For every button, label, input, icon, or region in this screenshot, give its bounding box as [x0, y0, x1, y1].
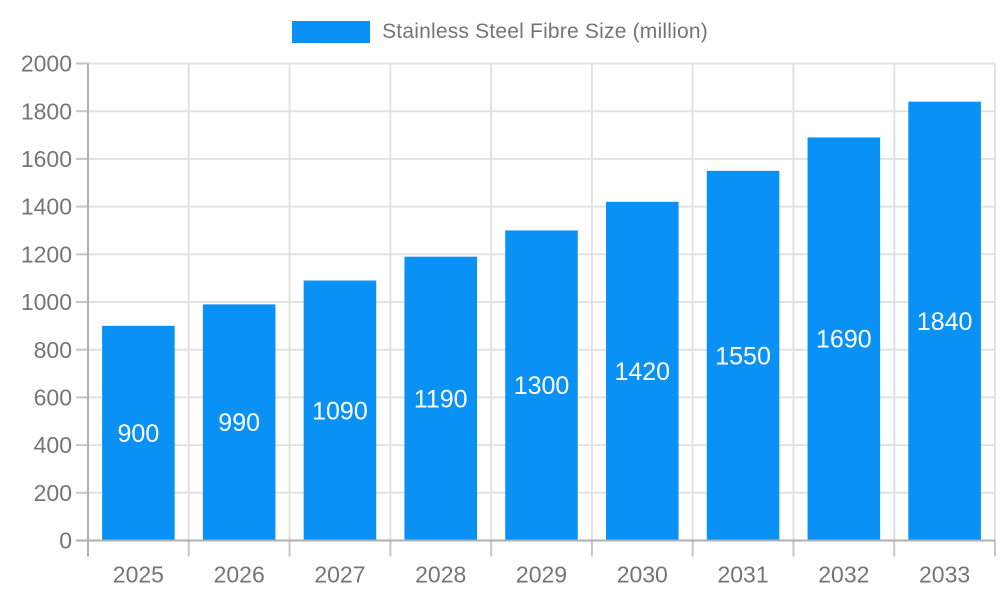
- bar: [605, 201, 679, 541]
- bar: [505, 230, 578, 541]
- y-axis-tick-label: 1600: [21, 146, 72, 172]
- legend-item[interactable]: Stainless Steel Fibre Size (million): [292, 20, 708, 44]
- x-axis-tick-label: 2032: [818, 562, 869, 588]
- y-axis-tick-label: 1800: [21, 98, 72, 124]
- bar-value-label: 1420: [614, 358, 670, 386]
- bar: [706, 170, 780, 541]
- bar-value-label: 900: [118, 420, 160, 448]
- bar: [102, 325, 175, 541]
- bar-value-label: 1300: [514, 372, 570, 400]
- bar-value-label: 1090: [312, 397, 368, 425]
- x-axis-tick-label: 2025: [113, 562, 164, 588]
- bar-value-label: 1690: [816, 326, 872, 354]
- y-axis-tick-label: 1200: [21, 241, 72, 267]
- bar: [202, 304, 276, 541]
- bar-value-label: 1190: [414, 385, 468, 413]
- bar: [303, 280, 377, 541]
- x-axis-tick-label: 2030: [617, 562, 668, 588]
- y-axis-tick-label: 200: [34, 480, 72, 506]
- bar: [807, 137, 881, 541]
- x-axis-tick-label: 2033: [919, 562, 970, 588]
- x-axis-tick-label: 2029: [516, 562, 567, 588]
- y-axis-tick-label: 800: [34, 337, 72, 363]
- bar: [404, 256, 478, 541]
- x-axis-tick-label: 2027: [314, 562, 365, 588]
- y-axis-tick-label: 400: [34, 432, 72, 458]
- bar-value-label: 990: [218, 409, 260, 437]
- x-axis-tick-label: 2031: [717, 562, 768, 588]
- legend-label: Stainless Steel Fibre Size (million): [382, 20, 708, 43]
- legend-swatch: [292, 21, 371, 43]
- x-axis-tick-label: 2028: [415, 562, 466, 588]
- legend: Stainless Steel Fibre Size (million): [0, 20, 1000, 44]
- bar-value-label: 1550: [715, 342, 771, 370]
- y-axis-tick-label: 2000: [21, 51, 72, 77]
- bar-value-label: 1840: [917, 308, 973, 336]
- y-axis-tick-label: 1400: [21, 194, 72, 220]
- bar: [908, 101, 981, 541]
- y-axis-tick-label: 0: [59, 528, 72, 554]
- y-axis-tick-label: 1000: [21, 289, 72, 315]
- x-axis-tick-label: 2026: [214, 562, 265, 588]
- y-axis-tick-label: 600: [34, 384, 72, 410]
